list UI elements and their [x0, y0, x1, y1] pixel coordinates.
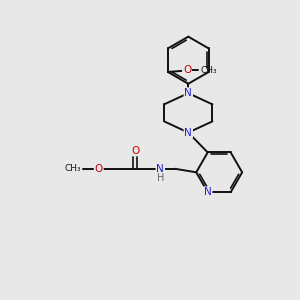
Text: CH₃: CH₃: [200, 66, 217, 75]
Text: O: O: [131, 146, 140, 155]
Text: N: N: [156, 164, 164, 174]
Text: N: N: [184, 88, 192, 98]
Text: H: H: [157, 172, 164, 183]
Text: N: N: [204, 187, 212, 197]
Text: N: N: [184, 128, 192, 138]
Text: O: O: [183, 65, 191, 76]
Text: O: O: [94, 164, 103, 174]
Text: CH₃: CH₃: [64, 164, 81, 173]
